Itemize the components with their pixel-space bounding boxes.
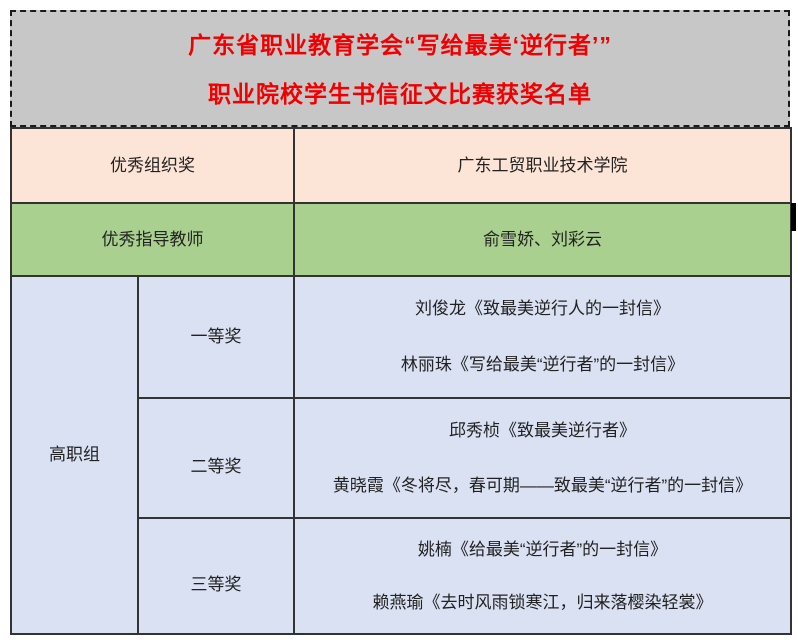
org-award-value: 广东工贸职业技术学院: [293, 127, 792, 204]
stray-mark: [791, 203, 796, 231]
table-row-first-prize: 高职组 一等奖 刘俊龙《致最美逆行人的一封信》 林丽珠《写给最美“逆行者”的一封…: [10, 275, 792, 635]
document-title-line1: 广东省职业教育学会“写给最美‘逆行者’”: [188, 31, 612, 58]
entries-list: 邱秀桢《致最美逆行者》 黄晓霞《冬将尽，春可期——致最美“逆行者”的一封信》: [296, 400, 789, 516]
entry-line: 林丽珠《写给最美“逆行者”的一封信》: [400, 355, 685, 374]
teacher-award-label: 优秀指导教师: [10, 202, 295, 277]
entry-line: 邱秀桢《致最美逆行者》: [449, 420, 636, 440]
level-label: 三等奖: [190, 574, 242, 594]
title-block: 广东省职业教育学会“写给最美‘逆行者’” 职业院校学生书信征文比赛获奖名单: [10, 10, 790, 127]
org-award-label: 优秀组织奖: [10, 127, 295, 204]
third-prize-entries-cell: 姚楠《给最美“逆行者”的一封信》 赖燕瑜《去时风雨锁寒江，归来落樱染轻裳》: [293, 517, 792, 635]
entry-line: 赖燕瑜《去时风雨锁寒江，归来落樱染轻裳》: [372, 592, 713, 612]
group-label-cell: 高职组: [10, 275, 139, 635]
entries-list: 刘俊龙《致最美逆行人的一封信》 林丽珠《写给最美“逆行者”的一封信》: [296, 278, 789, 396]
entries-list: 姚楠《给最美“逆行者”的一封信》 赖燕瑜《去时风雨锁寒江，归来落樱染轻裳》: [296, 520, 789, 632]
award-table: 优秀组织奖 广东工贸职业技术学院 优秀指导教师 俞雪娇、刘彩云 高职组 一等奖 …: [10, 127, 792, 635]
table-row-third-prize: 三等奖 姚楠《给最美“逆行者”的一封信》 赖燕瑜《去时风雨锁寒江，归来落樱染轻裳…: [11, 517, 792, 635]
first-prize-entries-cell: 刘俊龙《致最美逆行人的一封信》 林丽珠《写给最美“逆行者”的一封信》: [293, 275, 792, 399]
entry-line: 刘俊龙《致最美逆行人的一封信》: [415, 299, 670, 318]
entry-line: 姚楠《给最美“逆行者”的一封信》: [417, 539, 668, 559]
level-label: 二等奖: [190, 456, 242, 476]
table-row-teacher-award: 优秀指导教师 俞雪娇、刘彩云: [10, 202, 792, 277]
table-row-organization-award: 优秀组织奖 广东工贸职业技术学院: [10, 127, 792, 204]
award-document: 广东省职业教育学会“写给最美‘逆行者’” 职业院校学生书信征文比赛获奖名单 优秀…: [10, 10, 792, 635]
entry-line: 黄晓霞《冬将尽，春可期——致最美“逆行者”的一封信》: [332, 475, 753, 495]
second-prize-entries-cell: 邱秀桢《致最美逆行者》 黄晓霞《冬将尽，春可期——致最美“逆行者”的一封信》: [293, 397, 792, 519]
first-prize-level-cell: 一等奖: [137, 275, 295, 399]
table-row-second-prize: 二等奖 邱秀桢《致最美逆行者》 黄晓霞《冬将尽，春可期——致最美“逆行者”的一封…: [11, 397, 792, 519]
second-prize-level-cell: 二等奖: [137, 397, 295, 519]
document-title-line2: 职业院校学生书信征文比赛获奖名单: [208, 81, 592, 108]
teacher-award-value: 俞雪娇、刘彩云: [293, 202, 792, 277]
third-prize-level-cell: 三等奖: [137, 517, 295, 635]
